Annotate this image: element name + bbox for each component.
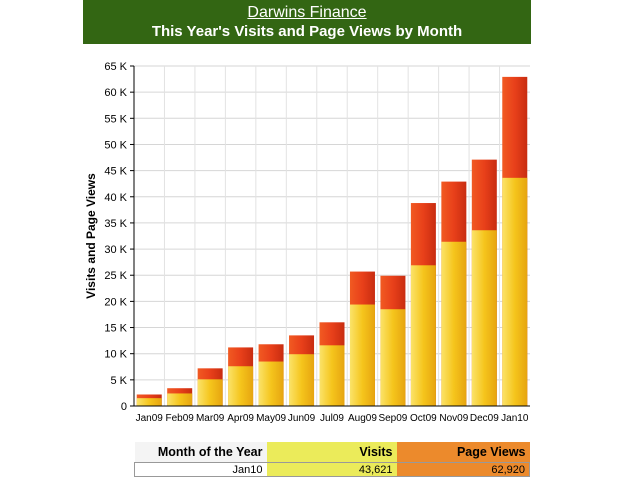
header-month[interactable]: Month of the Year — [134, 442, 267, 463]
bar-visits — [258, 361, 284, 406]
bar-visits — [441, 241, 467, 406]
x-tick-label: Jan09 — [136, 413, 164, 424]
x-tick-label: Mar09 — [196, 413, 225, 424]
table-row: Jan10 43,621 62,920 — [134, 462, 530, 477]
bar-visits — [319, 345, 345, 406]
x-tick-label: Aug09 — [348, 413, 377, 424]
bar-visits — [289, 354, 315, 406]
header-page-views[interactable]: Page Views — [396, 442, 530, 463]
bar-visits — [471, 230, 497, 406]
header-visits[interactable]: Visits — [266, 442, 397, 463]
x-tick-label: Apr09 — [227, 413, 254, 424]
y-tick-label: 0 — [121, 401, 127, 413]
x-tick-label: Nov09 — [439, 413, 468, 424]
bar-visits — [167, 393, 193, 406]
summary-table: Month of the Year Visits Page Views Jan1… — [134, 442, 530, 477]
y-tick-label: 30 K — [104, 244, 127, 256]
bar-visits — [228, 366, 254, 406]
y-tick-label: 50 K — [104, 139, 127, 151]
y-tick-label: 65 K — [104, 61, 127, 73]
site-link[interactable]: Darwins Finance — [247, 4, 367, 21]
y-tick-label: 55 K — [104, 113, 127, 125]
y-tick-label: 60 K — [104, 87, 127, 99]
y-tick-label: 20 K — [104, 296, 127, 308]
chart-header: Darwins Finance This Year's Visits and P… — [83, 0, 531, 44]
bar-visits — [136, 398, 162, 406]
bar-visits — [197, 379, 223, 406]
x-tick-label: Dec09 — [470, 413, 499, 424]
stacked-bar-chart: 0 5 K 10 K 15 K 20 K 25 K 30 K 35 K 40 K 45 K 50 K… — [84, 61, 530, 424]
y-tick-label: 45 K — [104, 166, 127, 178]
cell-page-views: 62,920 — [396, 462, 530, 477]
bar-visits — [502, 177, 528, 406]
cell-visits: 43,621 — [266, 462, 397, 477]
x-tick-label: Jul09 — [320, 413, 344, 424]
table-header-row: Month of the Year Visits Page Views — [134, 442, 530, 463]
bar-visits — [380, 309, 406, 406]
y-axis-label: Visits and Page Views — [84, 173, 98, 299]
cell-month: Jan10 — [134, 462, 267, 477]
y-tick-label: 5 K — [110, 375, 127, 387]
bar-visits — [410, 265, 436, 406]
y-tick-label: 10 K — [104, 349, 127, 361]
x-tick-label: Oct09 — [410, 413, 437, 424]
x-tick-label: Jun09 — [288, 413, 316, 424]
x-tick-label: Feb09 — [166, 413, 195, 424]
x-tick-label: Jan10 — [501, 413, 529, 424]
y-tick-label: 35 K — [104, 218, 127, 230]
y-tick-label: 40 K — [104, 192, 127, 204]
y-tick-label: 15 K — [104, 323, 127, 335]
chart-title: This Year's Visits and Page Views by Mon… — [151, 23, 463, 40]
x-tick-label: Sep09 — [378, 413, 407, 424]
bar-visits — [349, 304, 375, 406]
y-tick-label: 25 K — [104, 270, 127, 282]
x-tick-label: May09 — [256, 413, 286, 424]
